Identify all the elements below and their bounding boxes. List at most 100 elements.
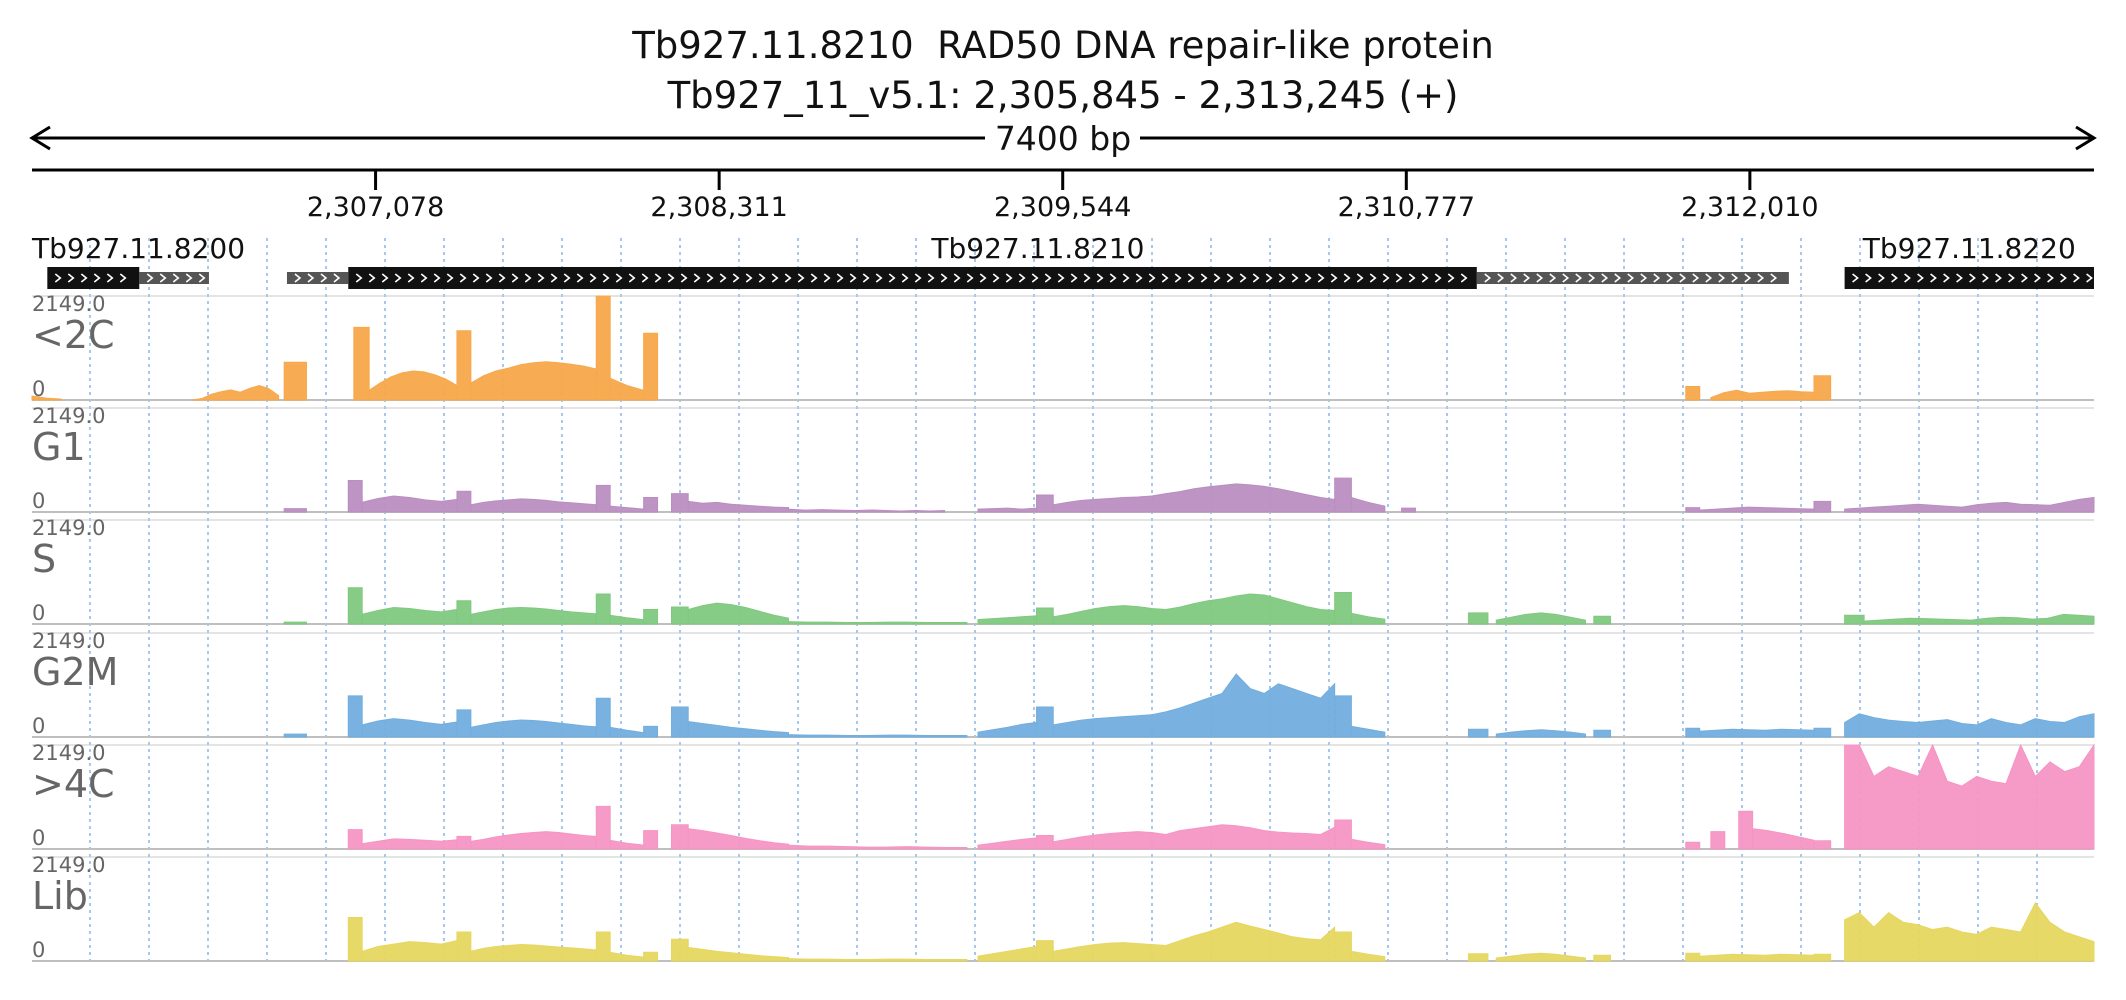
strand-chevron-icon: [1343, 273, 1351, 283]
coverage-tracks: 2149.00<2C2149.00G12149.00S2149.00G2M214…: [31, 292, 2095, 962]
strand-chevron-icon: [498, 273, 506, 283]
coverage-area: [347, 829, 363, 850]
track-ymax-label: 2149.0: [32, 292, 105, 316]
coverage-area: [1813, 840, 1832, 850]
coverage-area: [1593, 729, 1612, 738]
coverage-area: [283, 621, 307, 625]
track-ymax-label: 2149.0: [32, 404, 105, 428]
track-ymin-label: 0: [32, 601, 45, 625]
figure-locus: Tb927_11_v5.1: 2,305,845 - 2,313,245 (+): [667, 74, 1459, 117]
strand-chevron-icon: [1408, 273, 1416, 283]
coverage-area: [1052, 673, 1336, 738]
track-ymax-label: 2149.0: [32, 516, 105, 540]
strand-chevron-icon: [1891, 273, 1898, 283]
strand-chevron-icon: [1122, 273, 1130, 283]
track-series-label: G2M: [32, 650, 118, 694]
gene-label: Tb927.11.8210: [930, 232, 1144, 265]
strand-chevron-icon: [446, 273, 454, 283]
coverage-area: [368, 370, 458, 401]
coverage-area: [1467, 728, 1489, 738]
strand-chevron-icon: [1031, 273, 1039, 283]
coverage-area: [1495, 952, 1586, 962]
strand-chevron-icon: [1614, 273, 1622, 283]
coverage-area: [1036, 834, 1054, 850]
strand-chevron-icon: [992, 273, 1000, 283]
strand-chevron-icon: [381, 273, 389, 283]
strand-chevron-icon: [472, 273, 480, 283]
strand-chevron-icon: [1484, 273, 1492, 283]
coverage-area: [470, 498, 597, 513]
strand-chevron-icon: [1982, 273, 1989, 283]
coverage-area: [361, 838, 458, 850]
coverage-track: 2149.0 0 G1: [32, 404, 2095, 513]
strand-chevron-icon: [1930, 273, 1937, 283]
strand-chevron-icon: [849, 273, 857, 283]
coverage-area: [643, 951, 659, 962]
coverage-area: [788, 508, 873, 513]
strand-chevron-icon: [1161, 273, 1169, 283]
coverage-area: [1334, 477, 1352, 513]
coverage-track: 2149.0 0 G2M: [32, 629, 2095, 738]
strand-chevron-icon: [1904, 273, 1911, 283]
coverage-area: [456, 709, 472, 738]
strand-chevron-icon: [1995, 273, 2002, 283]
strand-chevron-icon: [641, 273, 649, 283]
axis-tick-label: 2,307,078: [307, 192, 444, 223]
coverage-area: [1036, 940, 1054, 962]
strand-chevron-icon: [1640, 273, 1648, 283]
coverage-area: [871, 509, 946, 513]
strand-chevron-icon: [333, 273, 341, 283]
coverage-area: [1593, 954, 1612, 962]
strand-chevron-icon: [1627, 273, 1635, 283]
coverage-area: [361, 495, 458, 513]
track-ymin-label: 0: [32, 377, 45, 401]
coverage-area: [788, 621, 968, 625]
gene-cds: [1844, 267, 2094, 289]
strand-chevron-icon: [602, 273, 610, 283]
strand-chevron-icon: [1692, 273, 1700, 283]
coverage-area: [1813, 375, 1832, 401]
strand-chevron-icon: [1213, 273, 1221, 283]
strand-chevron-icon: [1356, 273, 1364, 283]
track-ymin-label: 0: [32, 938, 45, 962]
coverage-area: [643, 725, 659, 738]
gridlines: [89, 238, 2038, 965]
coverage-area: [347, 916, 363, 962]
coverage-area: [670, 938, 689, 962]
strand-chevron-icon: [1523, 273, 1531, 283]
strand-chevron-icon: [979, 273, 987, 283]
coverage-track: 2149.0 0 Lib: [32, 853, 2095, 962]
strand-chevron-icon: [1096, 273, 1104, 283]
strand-chevron-icon: [2008, 273, 2015, 283]
strand-chevron-icon: [758, 273, 766, 283]
strand-chevron-icon: [1135, 273, 1143, 283]
strand-chevron-icon: [1744, 273, 1752, 283]
strand-chevron-icon: [1278, 273, 1286, 283]
strand-chevron-icon: [368, 273, 376, 283]
strand-chevron-icon: [888, 273, 896, 283]
track-series-label: <2C: [32, 313, 115, 357]
strand-chevron-icon: [953, 273, 961, 283]
coverage-area: [1052, 593, 1336, 625]
coverage-area: [283, 508, 307, 513]
coverage-area: [1685, 727, 1701, 738]
coverage-area: [977, 945, 1038, 962]
strand-chevron-icon: [615, 273, 623, 283]
coverage-area: [347, 480, 363, 513]
strand-chevron-icon: [1434, 273, 1442, 283]
strand-chevron-icon: [576, 273, 584, 283]
track-series-label: S: [32, 537, 56, 581]
coverage-area: [1036, 607, 1054, 625]
coverage-area: [1036, 706, 1054, 738]
coverage-area: [347, 695, 363, 738]
strand-chevron-icon: [732, 273, 740, 283]
strand-chevron-icon: [1070, 273, 1078, 283]
strand-chevron-icon: [1421, 273, 1429, 283]
strand-chevron-icon: [1653, 273, 1661, 283]
strand-chevron-icon: [1018, 273, 1026, 283]
strand-chevron-icon: [1148, 273, 1156, 283]
coverage-area: [283, 733, 307, 738]
coverage-area: [1350, 496, 1386, 513]
coverage-area: [1752, 828, 1815, 850]
strand-chevron-icon: [784, 273, 792, 283]
